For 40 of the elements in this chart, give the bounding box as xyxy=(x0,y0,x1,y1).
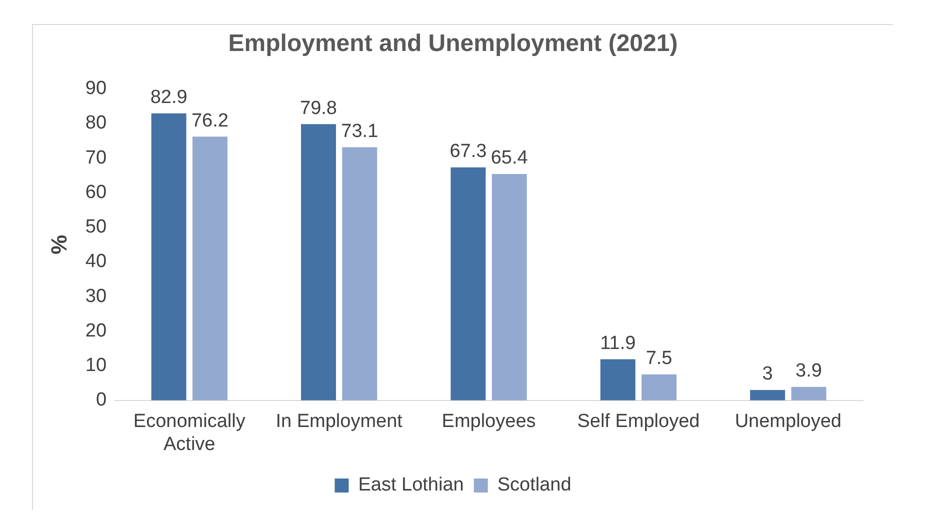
y-tick-label: 10 xyxy=(85,355,107,376)
bar xyxy=(791,386,826,400)
y-tick-label: 40 xyxy=(85,251,107,272)
data-label: 79.8 xyxy=(300,98,337,119)
bar xyxy=(300,124,336,400)
category-label: Economically xyxy=(133,411,246,432)
x-tick-label: Self Employed xyxy=(577,411,700,432)
y-tick-label: 30 xyxy=(85,286,107,307)
y-tick-label: 70 xyxy=(85,147,107,168)
y-tick-label: 20 xyxy=(85,320,107,342)
data-label: 7.5 xyxy=(646,348,672,370)
bar xyxy=(342,147,378,400)
bar xyxy=(151,113,186,400)
chart-title: Employment and Unemployment (2021) xyxy=(228,30,678,58)
y-tick-label: 90 xyxy=(85,78,107,100)
data-label: 82.9 xyxy=(150,87,188,108)
bar xyxy=(450,167,486,400)
data-label: 11.9 xyxy=(600,332,636,354)
y-axis-title: % xyxy=(46,234,72,254)
y-tick-label: 50 xyxy=(85,216,107,238)
y-tick-label: 80 xyxy=(85,112,107,134)
x-tick-label: Employees xyxy=(442,411,536,432)
data-label: 67.3 xyxy=(450,141,487,162)
legend-label: Scotland xyxy=(497,474,572,496)
bar xyxy=(492,174,527,400)
data-label: 73.1 xyxy=(341,121,378,142)
y-tick-label: 0 xyxy=(96,390,107,411)
category-label: Active xyxy=(164,434,216,455)
data-label: 65.4 xyxy=(490,148,528,169)
x-tick-label: In Employment xyxy=(276,411,404,432)
x-tick-label: Unemployed xyxy=(734,411,842,432)
bar xyxy=(600,359,636,400)
bar xyxy=(192,136,228,400)
y-tick-label: 60 xyxy=(85,182,107,203)
data-label: 3.9 xyxy=(796,360,822,382)
legend-label: East Lothian xyxy=(358,474,464,496)
bar xyxy=(642,374,677,400)
bar xyxy=(750,390,786,400)
data-label: 3 xyxy=(762,364,773,385)
data-label: 76.2 xyxy=(191,110,228,132)
